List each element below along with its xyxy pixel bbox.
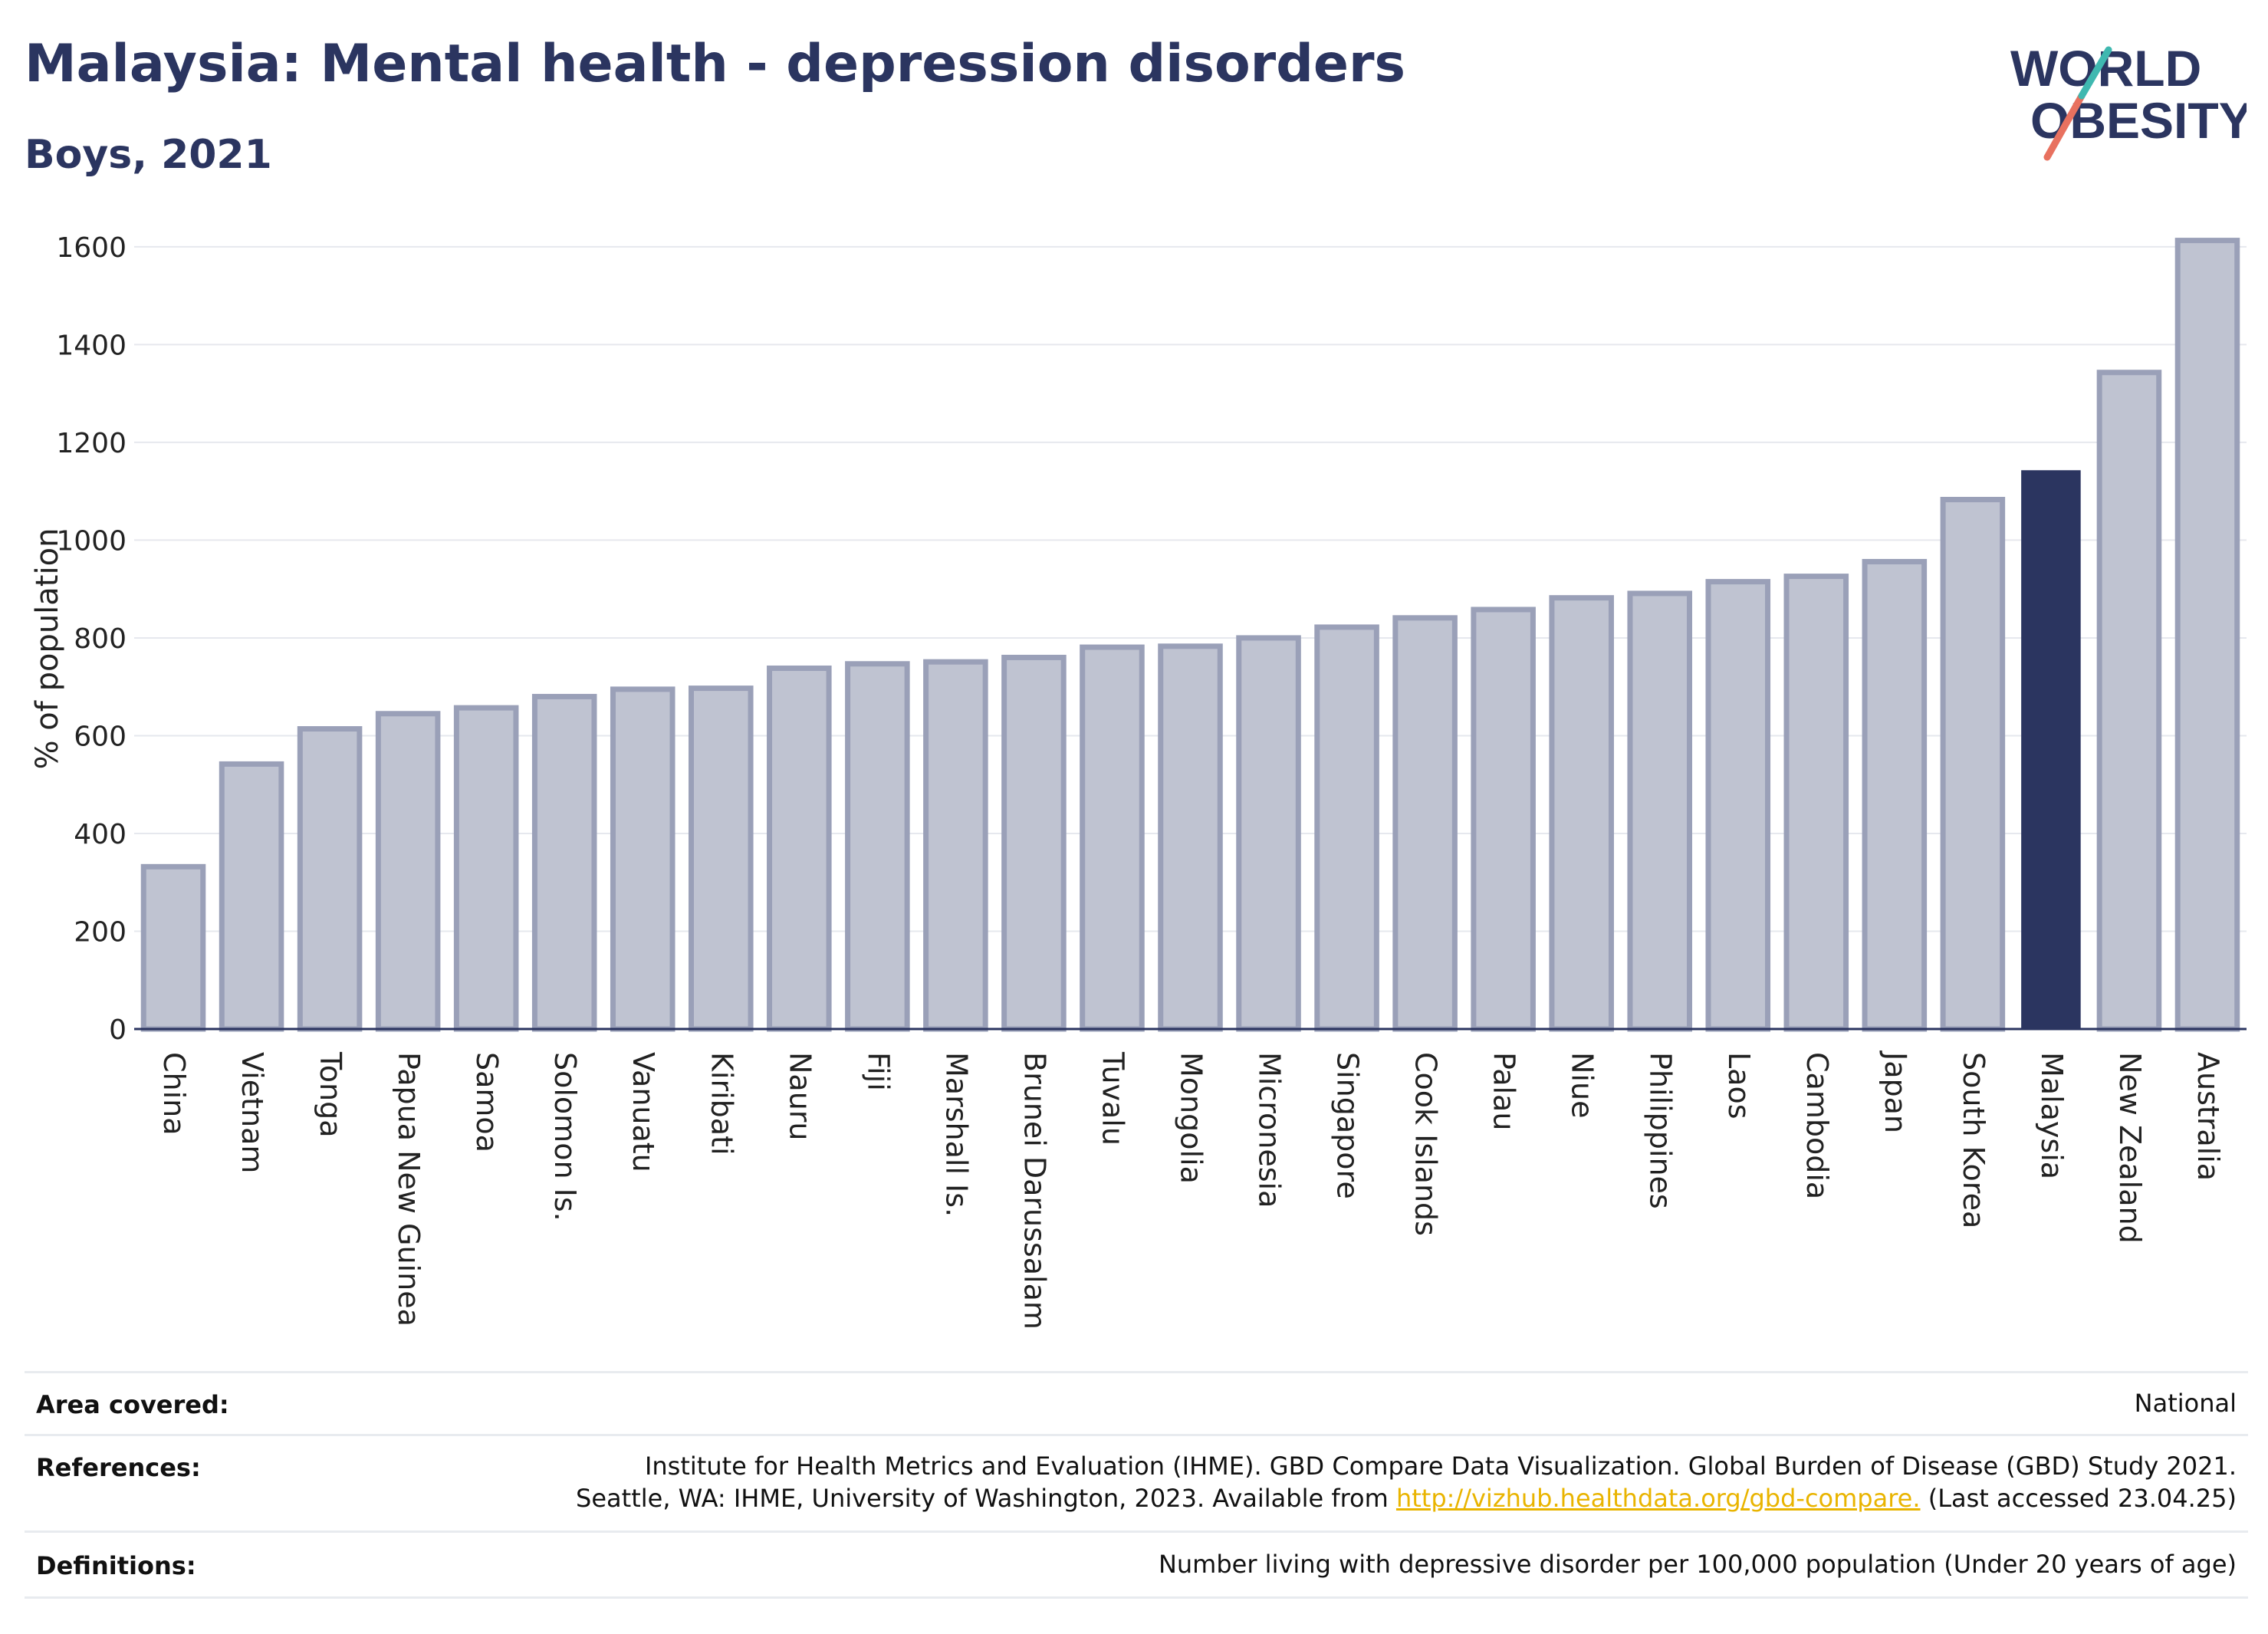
area-covered-label: Area covered: [36, 1390, 229, 1419]
x-tick-label: Brunei Darussalam [1017, 1052, 1051, 1330]
x-tick-label: Philippines [1644, 1052, 1678, 1209]
bar-singapore [1314, 624, 1379, 1032]
references-label: References: [36, 1453, 201, 1482]
bar-brunei-darussalam [1001, 654, 1067, 1032]
footer-references-row: References: Institute for Health Metrics… [25, 1434, 2248, 1531]
y-tick-label: 1400 [56, 330, 127, 361]
footer-definitions-row: Definitions: Number living with depressi… [25, 1530, 2248, 1597]
bar-samoa [453, 705, 519, 1032]
bar-laos [1705, 579, 1771, 1032]
bar-niue [1549, 595, 1614, 1032]
bar-fiji [845, 661, 910, 1032]
bar-mongolia [1158, 643, 1223, 1032]
bar-vanuatu [610, 686, 675, 1032]
bar-japan [1862, 558, 1928, 1032]
x-tick-label: Nauru [783, 1052, 817, 1141]
x-tick-label: Solomon Is. [548, 1052, 582, 1221]
chart-subtitle: Boys, 2021 [25, 132, 272, 178]
definitions-label: Definitions: [36, 1551, 196, 1580]
y-axis-label: % of population [30, 528, 65, 770]
x-tick-label: Mongolia [1175, 1052, 1208, 1184]
bar-papua-new-guinea [375, 711, 441, 1032]
y-tick-label: 0 [109, 1014, 127, 1046]
area-covered-value: National [2134, 1389, 2237, 1418]
bar-vietnam [219, 761, 284, 1032]
bar-kiribati [689, 685, 754, 1032]
footer-area-row: Area covered: National [25, 1371, 2248, 1435]
x-tick-label: Kiribati [705, 1052, 738, 1156]
references-link[interactable]: http://vizhub.healthdata.org/gbd-compare… [1395, 1484, 1921, 1513]
bar-malaysia [2021, 470, 2081, 1029]
x-tick-label: China [157, 1052, 191, 1136]
references-line-2-pre: Seattle, WA: IHME, University of Washing… [576, 1484, 1396, 1513]
bar-micronesia [1236, 635, 1301, 1032]
x-tick-label: Cambodia [1800, 1052, 1834, 1199]
x-tick-label: Tonga [314, 1051, 347, 1138]
y-tick-label: 600 [74, 721, 127, 752]
x-tick-label: Palau [1487, 1052, 1521, 1130]
y-tick-label: 800 [74, 623, 127, 655]
x-tick-label: Samoa [470, 1052, 504, 1152]
bar-tonga [297, 726, 363, 1032]
x-tick-label: Australia [2191, 1052, 2225, 1181]
y-tick-label: 200 [74, 916, 127, 948]
x-tick-label: Malaysia [2035, 1052, 2069, 1179]
world-obesity-logo: WORLD OBESITY [2010, 40, 2247, 161]
bar-new-zealand [2096, 370, 2162, 1032]
bar-chart: 0 200 400 600 800 1000 1200 1400 1600 % of popula… [30, 232, 2247, 1330]
x-tick-label: Laos [1722, 1052, 1756, 1119]
x-tick-label: South Korea [1957, 1052, 1990, 1228]
bar-south-korea [1940, 497, 2006, 1032]
references-line-1: Institute for Health Metrics and Evaluat… [644, 1452, 2237, 1481]
x-tick-label: Micronesia [1253, 1052, 1287, 1208]
bar-palau [1471, 607, 1536, 1032]
x-tick-label: Papua New Guinea [392, 1052, 426, 1327]
bar-australia [2174, 238, 2240, 1032]
y-tick-label: 1600 [56, 232, 127, 264]
y-tick-label: 1200 [56, 428, 127, 459]
bar-tuvalu [1080, 644, 1145, 1032]
x-tick-label: Vietnam [235, 1052, 269, 1173]
y-tick-label: 400 [74, 819, 127, 850]
x-tick-label: Japan [1878, 1050, 1912, 1133]
bar-china [140, 863, 206, 1032]
chart-title: Malaysia: Mental health - depression dis… [25, 34, 1406, 94]
x-tick-label: Niue [1566, 1052, 1599, 1118]
references-text: Institute for Health Metrics and Evaluat… [576, 1450, 2237, 1514]
bar-cook-islands [1392, 615, 1458, 1032]
bar-marshall-is- [923, 659, 988, 1032]
x-tick-label: Vanuatu [626, 1052, 660, 1172]
x-tick-label: Marshall Is. [939, 1052, 973, 1217]
bar-cambodia [1783, 574, 1849, 1032]
x-tick-label: New Zealand [2113, 1052, 2147, 1244]
x-tick-label: Singapore [1331, 1052, 1365, 1199]
x-tick-label: Tuvalu [1096, 1051, 1129, 1146]
x-tick-label: Cook Islands [1409, 1052, 1443, 1236]
references-line-2: Seattle, WA: IHME, University of Washing… [576, 1482, 2237, 1514]
definitions-value: Number living with depressive disorder p… [1158, 1550, 2237, 1579]
y-tick-label: 1000 [56, 525, 127, 557]
references-line-2-post: (Last accessed 23.04.25) [1920, 1484, 2237, 1513]
bar-philippines [1627, 590, 1692, 1032]
bar-solomon-is- [531, 693, 597, 1032]
bar-nauru [767, 665, 832, 1032]
x-tick-label: Fiji [861, 1052, 895, 1091]
footer-bottom-rule [25, 1596, 2248, 1599]
